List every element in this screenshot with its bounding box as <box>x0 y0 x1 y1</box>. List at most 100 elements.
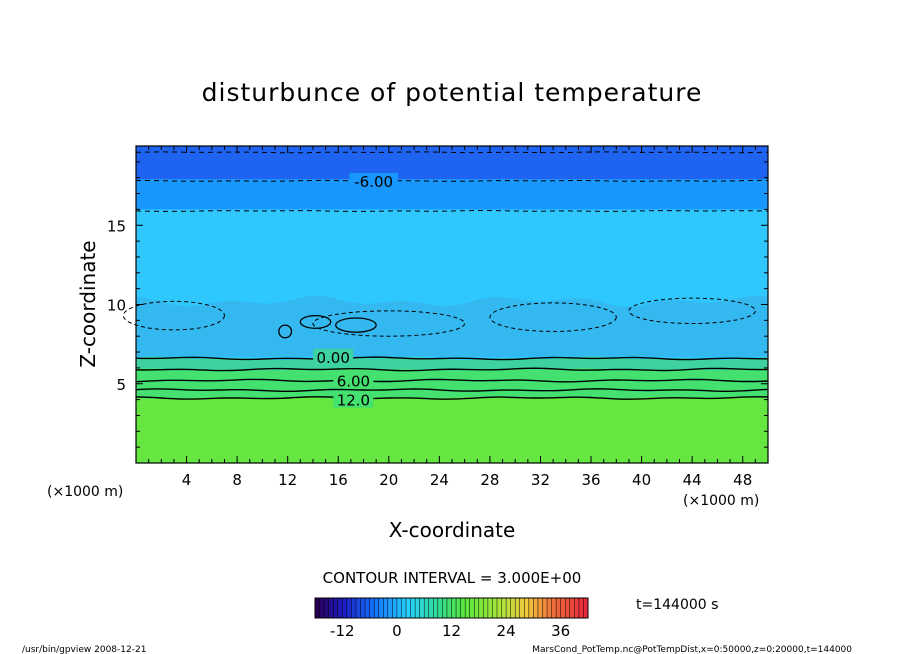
colorbar-cell <box>547 598 553 618</box>
colorbar-cell <box>446 598 452 618</box>
contour-label: -6.00 <box>354 173 393 191</box>
contour-line <box>135 396 769 400</box>
colorbar-cell <box>337 598 343 618</box>
colorbar-cell <box>487 598 493 618</box>
colorbar-cell <box>506 598 512 618</box>
colorbar-tick-label: 12 <box>442 622 461 640</box>
contour-line <box>135 356 768 361</box>
y-tick-label: 15 <box>107 217 126 235</box>
x-tick-label: 12 <box>278 471 297 489</box>
x-tick-label: 32 <box>531 471 550 489</box>
colorbar-cell <box>315 598 321 618</box>
colorbar-cell <box>442 598 448 618</box>
colorbar-cell <box>396 598 402 618</box>
footer-right: MarsCond_PotTemp.nc@PotTempDist,x=0:5000… <box>532 645 852 654</box>
colorbar-cell <box>560 598 566 618</box>
colorbar-cell <box>333 598 339 618</box>
colorbar-cell <box>342 598 348 618</box>
colorbar-cell <box>374 598 380 618</box>
colorbar-cell <box>456 598 462 618</box>
colorbar-cell <box>460 598 466 618</box>
x-axis-label: X-coordinate <box>389 518 516 542</box>
colorbar-cell <box>469 598 475 618</box>
colorbar-cell <box>365 598 371 618</box>
colorbar-cell <box>565 598 571 618</box>
field-band-upper <box>136 179 768 210</box>
contour-label-bg <box>333 391 374 408</box>
x-tick-label: 36 <box>581 471 600 489</box>
colorbar-cell <box>501 598 507 618</box>
colorbar-tick-label: 24 <box>497 622 516 640</box>
colorbar-cell <box>519 598 525 618</box>
x-tick-label: 20 <box>379 471 398 489</box>
colorbar: -12 0 12 24 36 <box>314 597 589 640</box>
contour-line <box>135 210 769 212</box>
y-tick-label: 10 <box>107 297 126 315</box>
colorbar-cell <box>424 598 430 618</box>
contour-line <box>135 367 769 372</box>
x-tick-label: 8 <box>232 471 242 489</box>
colorbar-cell <box>478 598 484 618</box>
colorbar-cell <box>433 598 439 618</box>
contour-line <box>135 388 769 392</box>
colorbar-cell <box>556 598 562 618</box>
colorbar-cell <box>533 598 539 618</box>
colorbar-cell <box>465 598 471 618</box>
contour-interval-text: CONTOUR INTERVAL = 3.000E+00 <box>323 569 582 587</box>
colorbar-cell <box>383 598 389 618</box>
contour-label-bg <box>333 372 374 389</box>
contour-lines <box>122 151 769 400</box>
colorbar-cell <box>492 598 498 618</box>
x-unit-left: (×1000 m) <box>47 484 123 500</box>
contour-island <box>278 324 293 339</box>
colorbar-cell <box>406 598 412 618</box>
colorbar-frame <box>314 597 589 619</box>
colorbar-cell <box>392 598 398 618</box>
colorbar-cell <box>497 598 503 618</box>
colorbar-cell <box>583 598 589 618</box>
colorbar-cell <box>419 598 425 618</box>
contour-label: 0.00 <box>316 349 349 367</box>
colorbar-cell <box>437 598 443 618</box>
contour-loop <box>489 302 617 332</box>
x-unit-right: (×1000 m) <box>683 493 759 509</box>
chart-title: disturbunce of potential temperature <box>202 78 703 107</box>
x-tick-label: 48 <box>733 471 752 489</box>
contour-loop <box>122 300 225 331</box>
colorbar-tick-label: 0 <box>392 622 402 640</box>
field-band-mid <box>136 295 768 357</box>
contour-label-bg <box>349 172 398 189</box>
x-tick-label: 40 <box>632 471 651 489</box>
contour-line <box>135 378 769 383</box>
contour-line <box>135 179 768 182</box>
colorbar-cell <box>346 598 352 618</box>
x-tick-label: 24 <box>430 471 449 489</box>
colorbar-cell <box>378 598 384 618</box>
y-tick-label: 5 <box>116 376 126 394</box>
contour-label: 6.00 <box>337 373 370 391</box>
footer-left: /usr/bin/gpview 2008-12-21 <box>22 645 146 654</box>
contour-loop <box>312 310 466 337</box>
contour-label: 12.0 <box>337 392 370 410</box>
y-axis-label: Z-coordinate <box>76 240 100 367</box>
colorbar-cell <box>410 598 416 618</box>
contour-loop <box>628 297 756 325</box>
colorbar-cell <box>428 598 434 618</box>
colorbar-cell <box>528 598 534 618</box>
time-text: t=144000 s <box>636 597 718 613</box>
colorbar-cell <box>510 598 516 618</box>
colorbar-cell <box>415 598 421 618</box>
colorbar-cell <box>369 598 375 618</box>
colorbar-cell <box>574 598 580 618</box>
colorbar-cell <box>451 598 457 618</box>
colorbar-cell <box>537 598 543 618</box>
colorbar-cell <box>324 598 330 618</box>
colorbar-tick-label: 36 <box>551 622 570 640</box>
colorbar-cell <box>387 598 393 618</box>
contour-island <box>299 314 332 329</box>
colorbar-cell <box>351 598 357 618</box>
colorbar-cell <box>542 598 548 618</box>
